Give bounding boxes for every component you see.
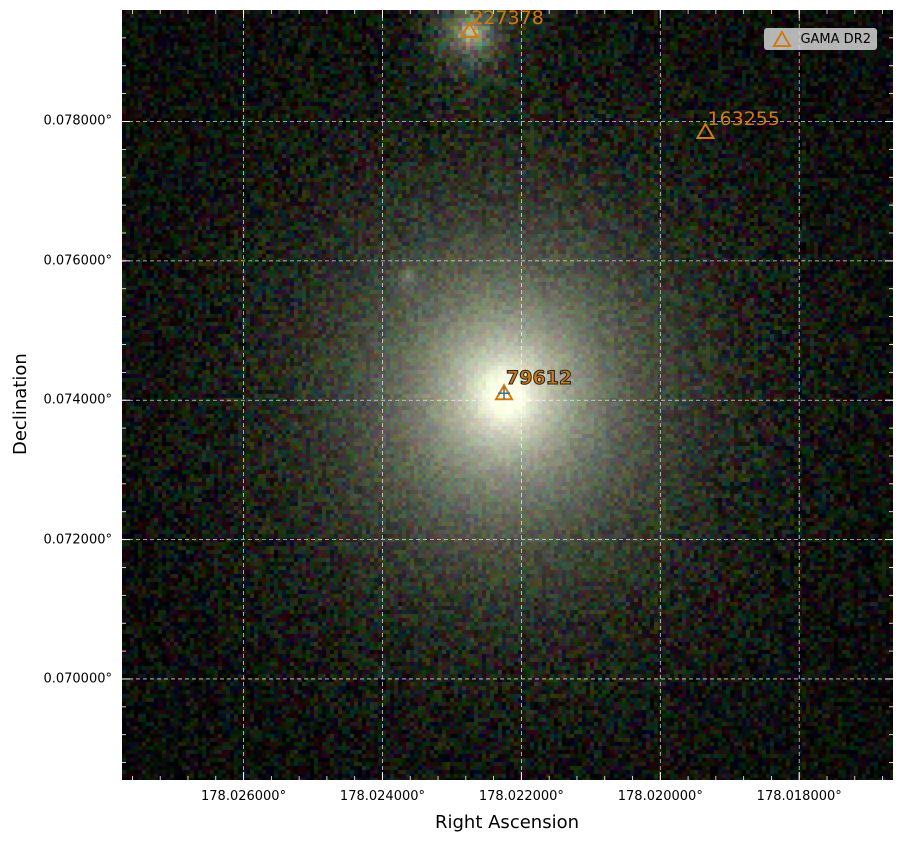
y-tick-label: 0.078000° <box>43 113 112 129</box>
source-marker-227378 <box>459 20 480 38</box>
legend: GAMA DR2 <box>764 28 877 50</box>
source-label-163255: 163255 <box>707 107 780 130</box>
legend-label: GAMA DR2 <box>800 31 871 47</box>
triangle-marker-icon <box>772 30 793 47</box>
source-marker-163255 <box>695 121 716 139</box>
y-tick-label: 0.072000° <box>43 532 112 548</box>
galaxy-sky-image <box>122 10 893 780</box>
x-tick-label: 178.018000° <box>756 789 842 804</box>
y-tick-label: 0.070000° <box>43 671 112 687</box>
sky-image-panel: GAMA DR2 227378 163255 79612 <box>122 10 893 780</box>
x-tick-label: 178.022000° <box>478 789 564 804</box>
y-tick-label: 0.074000° <box>43 392 112 408</box>
source-label-79612: 79612 <box>506 367 573 390</box>
coordinate-overlay <box>122 10 893 780</box>
x-axis-label: Right Ascension <box>435 812 579 833</box>
x-tick-label: 178.024000° <box>339 789 426 804</box>
y-tick-label: 0.076000° <box>43 253 112 269</box>
source-label-227378: 227378 <box>471 10 544 29</box>
y-axis-label: Declination <box>10 353 31 455</box>
x-tick-label: 178.020000° <box>617 789 703 804</box>
x-tick-label: 178.026000° <box>201 789 287 804</box>
